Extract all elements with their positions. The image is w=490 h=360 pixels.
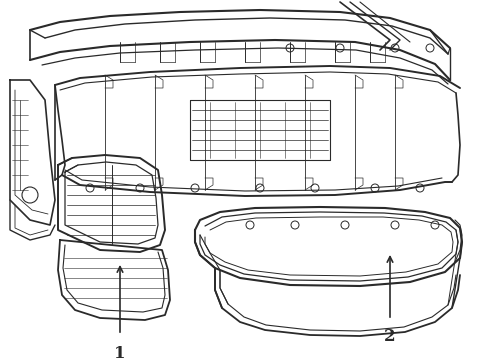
Text: 2: 2 — [384, 328, 396, 345]
Text: 1: 1 — [114, 345, 126, 360]
